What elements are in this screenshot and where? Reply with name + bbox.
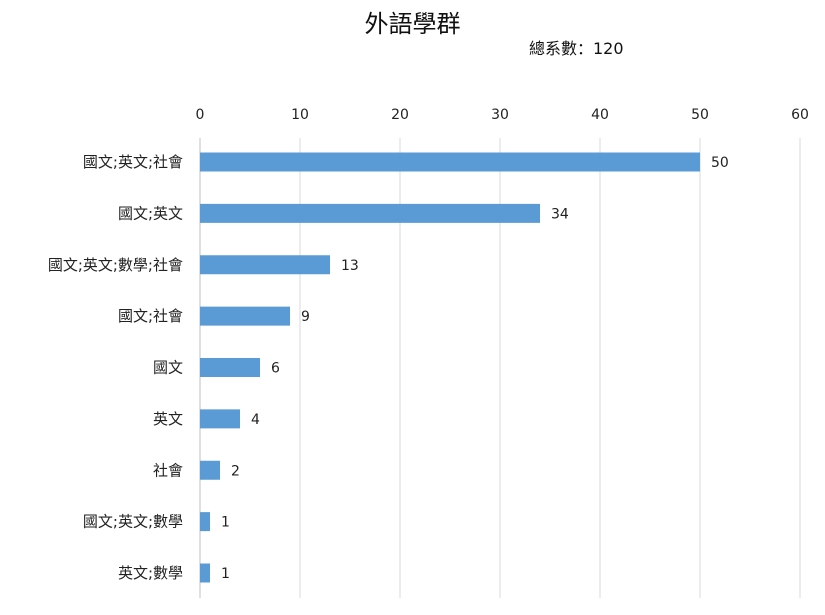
- category-label: 國文;英文;社會: [83, 153, 183, 171]
- data-label: 1: [221, 566, 230, 582]
- data-label: 34: [551, 206, 569, 222]
- bar: [200, 512, 210, 532]
- x-tick-label: 20: [391, 107, 409, 123]
- bar: [200, 255, 330, 275]
- bar: [200, 409, 240, 429]
- data-label: 2: [231, 463, 240, 479]
- x-tick-label: 60: [791, 107, 809, 123]
- data-label: 9: [301, 309, 310, 325]
- data-label: 1: [221, 515, 230, 531]
- bar: [200, 203, 540, 223]
- x-tick-label: 0: [196, 107, 205, 123]
- bar: [200, 460, 220, 480]
- x-tick-label: 30: [491, 107, 509, 123]
- data-label: 13: [341, 258, 359, 274]
- category-label: 國文: [153, 359, 183, 377]
- x-tick-label: 10: [291, 107, 309, 123]
- bar: [200, 152, 700, 172]
- category-label: 社會: [153, 461, 183, 479]
- x-tick-label: 40: [591, 107, 609, 123]
- category-label: 英文: [153, 410, 183, 428]
- data-label: 4: [251, 412, 260, 428]
- chart-title: 外語學群: [364, 10, 461, 38]
- x-tick-label: 50: [691, 107, 709, 123]
- data-label: 50: [711, 155, 729, 171]
- bar: [200, 358, 260, 377]
- category-label: 國文;英文: [118, 204, 183, 222]
- category-label: 國文;英文;數學: [83, 513, 183, 531]
- category-label: 國文;英文;數學;社會: [48, 256, 183, 274]
- bar: [200, 563, 210, 583]
- data-label: 6: [271, 361, 280, 377]
- bar: [200, 306, 290, 326]
- category-label: 英文;數學: [118, 564, 183, 582]
- chart-subtitle: 總系數：120: [529, 39, 624, 58]
- category-label: 國文;社會: [118, 307, 183, 325]
